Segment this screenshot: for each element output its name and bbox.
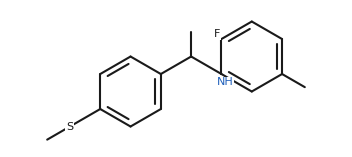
Text: F: F: [214, 29, 220, 39]
Text: S: S: [67, 122, 74, 132]
Text: NH: NH: [216, 77, 233, 87]
